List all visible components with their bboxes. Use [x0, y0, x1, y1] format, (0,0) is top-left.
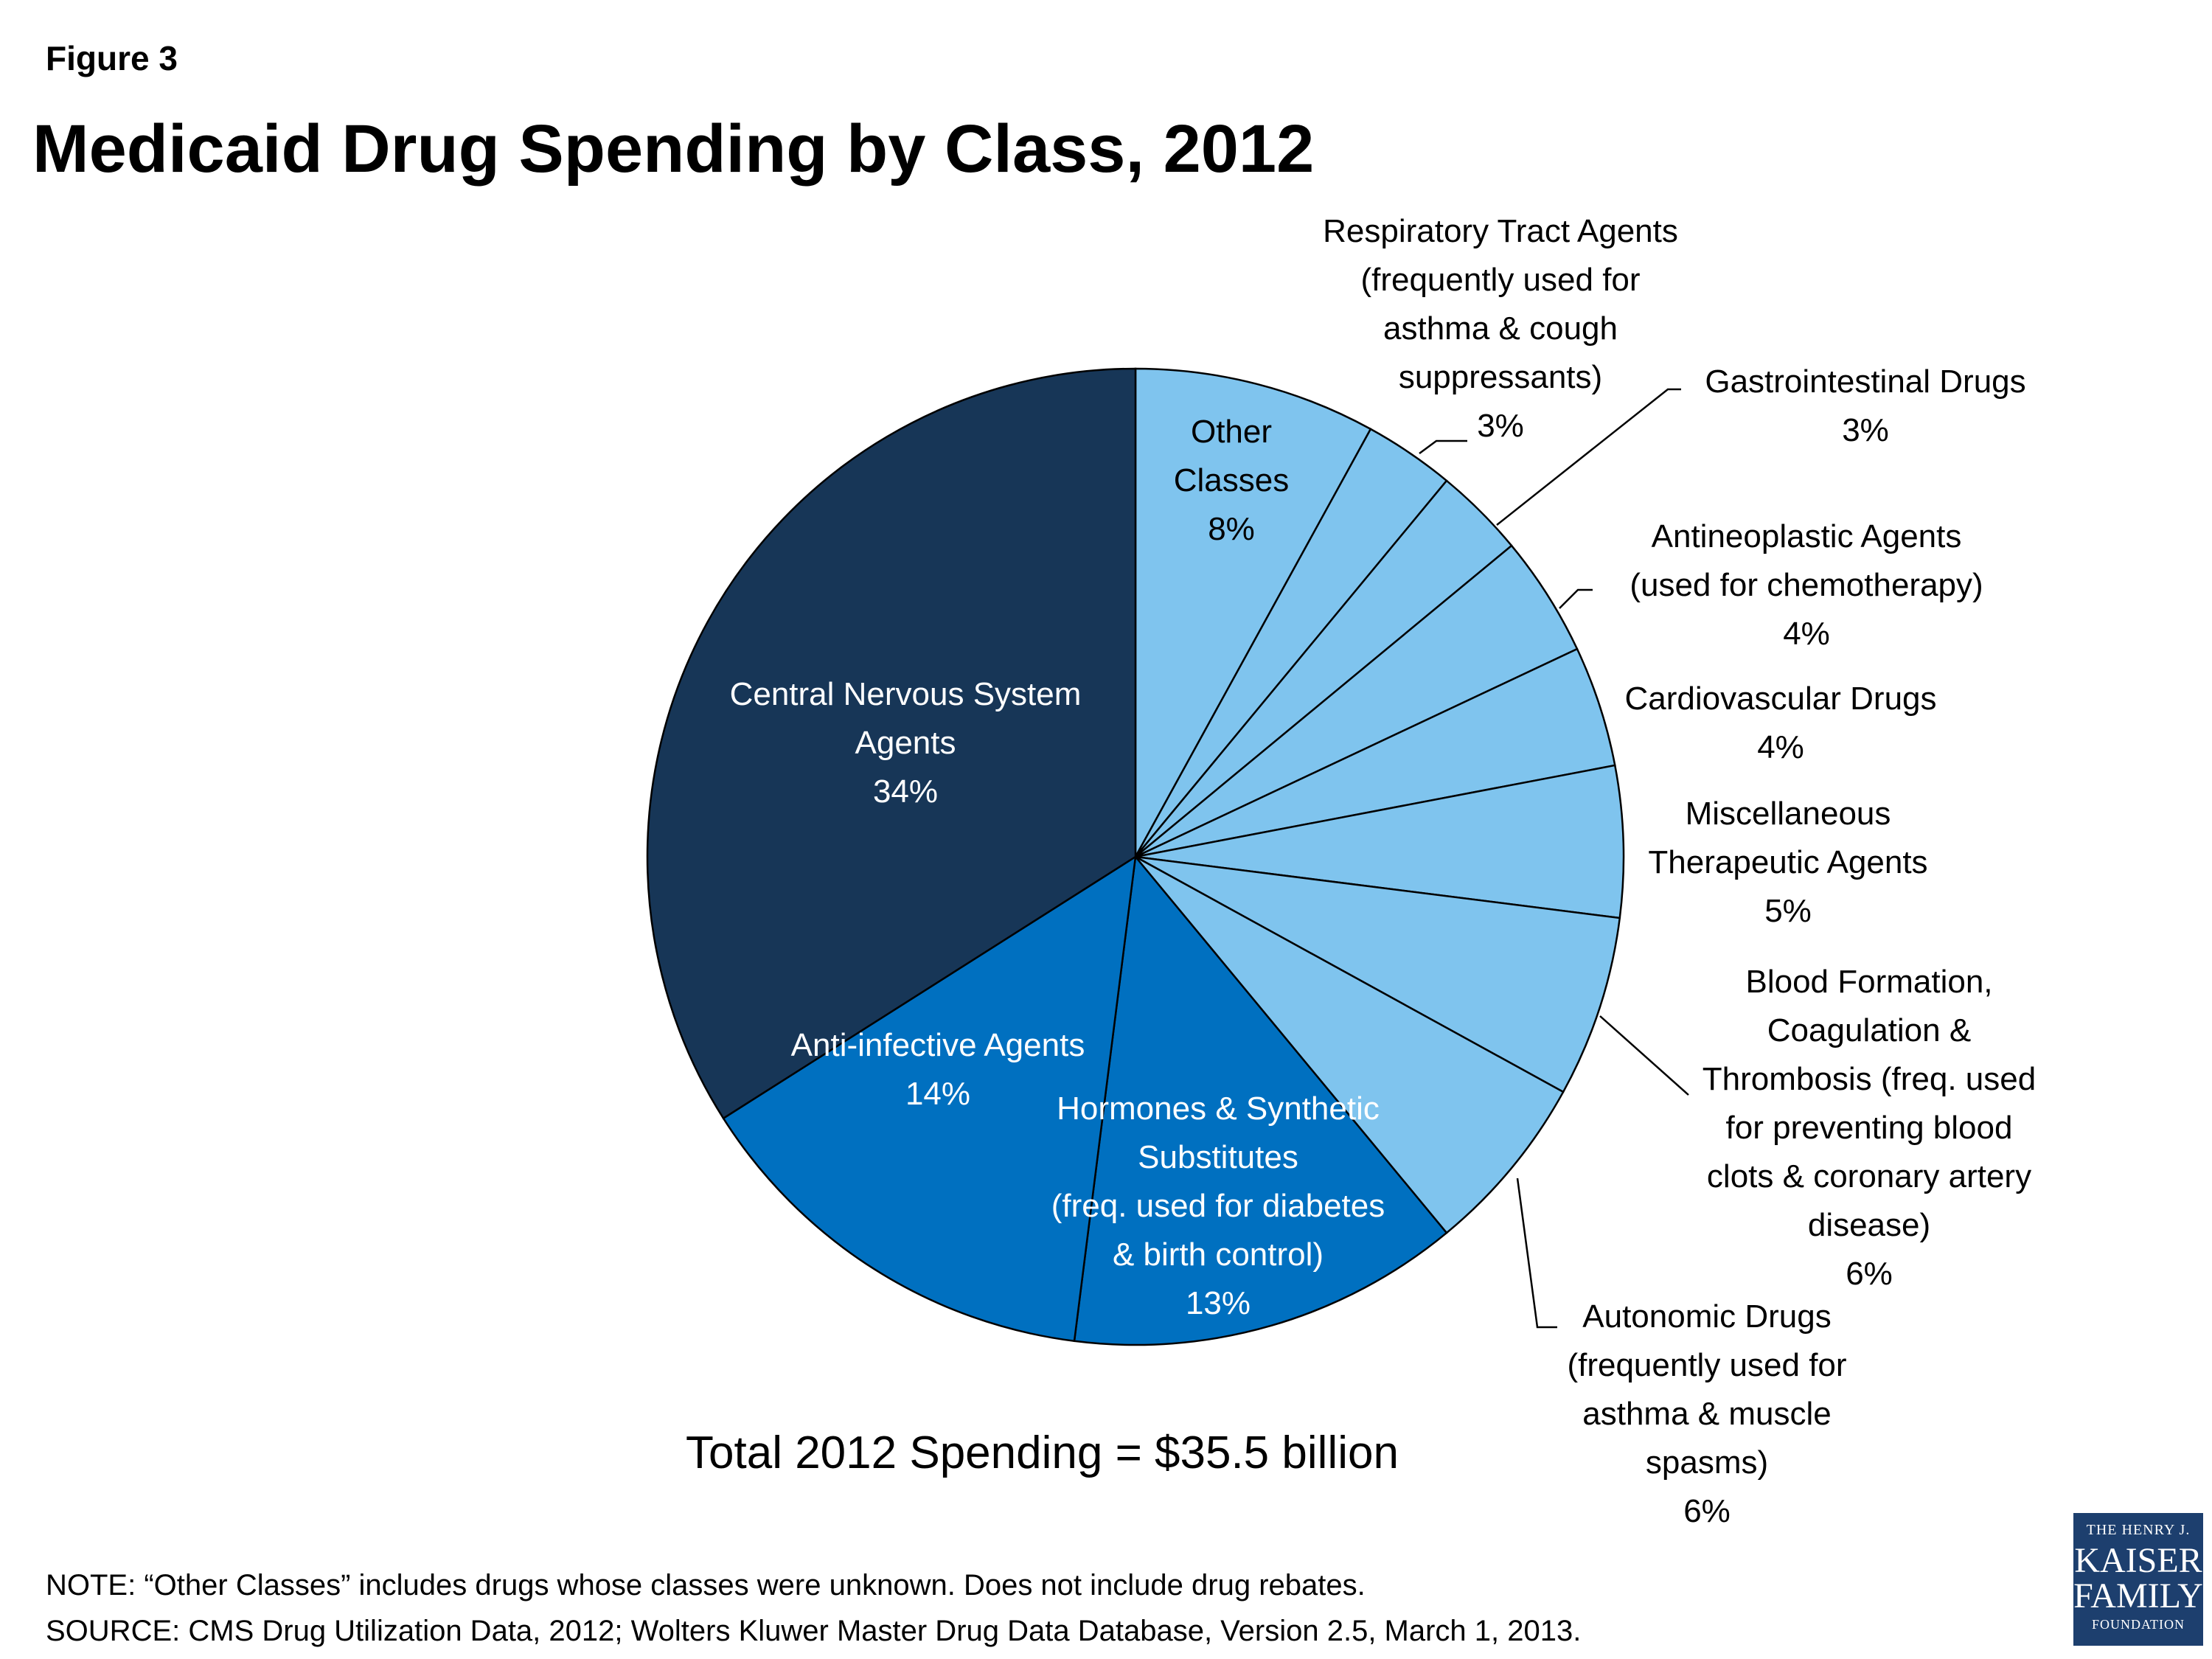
slice-label-line: 3%	[1477, 408, 1524, 444]
slice-label-line: 14%	[905, 1076, 970, 1112]
slice-label-line: for preventing blood	[1726, 1110, 2013, 1146]
leader-lines	[1419, 388, 1689, 1329]
slice-label: Other Classes 8%	[1174, 414, 1290, 547]
leader-line	[1559, 588, 1593, 609]
logo-line-1: THE HENRY J.	[2086, 1522, 2191, 1538]
kff-logo: THE HENRY J. KAISER FAMILY FOUNDATION	[2073, 1513, 2203, 1646]
slice-label-line: 6%	[1683, 1493, 1731, 1529]
leader-line	[1496, 388, 1681, 526]
logo-line-2: KAISER	[2074, 1541, 2202, 1580]
slice-label-line: Anti-infective Agents	[791, 1027, 1085, 1063]
slice-label-line: Agents	[855, 725, 956, 761]
note-text: NOTE: “Other Classes” includes drugs who…	[46, 1569, 1366, 1601]
slice-label-line: Thrombosis (freq. used	[1703, 1061, 2036, 1097]
slice-label-line: Central Nervous System	[730, 676, 1082, 712]
slice-label-line: clots & coronary artery	[1707, 1158, 2031, 1194]
slice-label-line: 5%	[1764, 893, 1812, 929]
logo-line-4: FOUNDATION	[2092, 1617, 2185, 1632]
figure-label: Figure 3	[46, 39, 178, 77]
slice-label-line: (frequently used for	[1360, 262, 1640, 298]
slice-label: Antineoplastic Agents (used for chemother…	[1630, 518, 1983, 652]
slice-label: Hormones & Synthetic Substitutes (freq. us…	[1051, 1091, 1385, 1321]
source-text: SOURCE: CMS Drug Utilization Data, 2012;…	[46, 1615, 1582, 1647]
slice-label-line: Blood Formation,	[1745, 964, 1992, 1000]
pie-slice	[1073, 854, 1448, 1346]
pie-slice	[1135, 855, 1565, 1234]
leader-line	[1419, 439, 1467, 455]
pie-slice	[646, 367, 1137, 1120]
slice-label-line: 3%	[1842, 412, 1889, 448]
slice-label: Miscellaneous Therapeutic Agents 5%	[1648, 796, 1927, 929]
slice-labels: Other Classes 8% Respiratory Tract Agents (f…	[730, 213, 2037, 1529]
leader-line	[1599, 1015, 1689, 1096]
slice-label-line: Therapeutic Agents	[1648, 844, 1927, 880]
leader-line	[1516, 1178, 1557, 1329]
slice-label-line: asthma & cough	[1383, 310, 1618, 347]
slice-label-line: 4%	[1757, 729, 1804, 765]
slice-label-line: Other	[1191, 414, 1272, 450]
slice-label-line: Respiratory Tract Agents	[1323, 213, 1678, 249]
slice-label-line: & birth control)	[1113, 1237, 1324, 1273]
slice-label: Anti-infective Agents 14%	[791, 1027, 1085, 1112]
pie-slice	[1134, 367, 1372, 858]
slice-label-line: asthma & muscle	[1582, 1396, 1831, 1432]
slice-label-line: Hormones & Synthetic	[1057, 1091, 1380, 1127]
slice-label: Cardiovascular Drugs 4%	[1624, 681, 1936, 765]
slice-label-line: 34%	[873, 773, 938, 810]
slice-label-line: (used for chemotherapy)	[1630, 567, 1983, 603]
pie-slices	[646, 367, 1625, 1346]
slice-label-line: spasms)	[1646, 1444, 1768, 1481]
pie-slice	[1135, 764, 1625, 919]
slice-label-line: suppressants)	[1399, 359, 1602, 395]
slice-label: Blood Formation, Coagulation & Thrombosis …	[1703, 964, 2036, 1292]
slice-label-line: (frequently used for	[1567, 1347, 1846, 1383]
slice-label-line: Autonomic Drugs	[1582, 1298, 1831, 1335]
slice-label-line: 13%	[1186, 1285, 1251, 1321]
slice-label: Gastrointestinal Drugs 3%	[1705, 364, 2025, 448]
slice-label-line: 6%	[1846, 1256, 1893, 1292]
slice-label: Respiratory Tract Agents (frequently used…	[1323, 213, 1678, 444]
slice-label-line: Classes	[1174, 462, 1290, 498]
slice-label-line: Substitutes	[1138, 1139, 1298, 1175]
slice-label-line: Coagulation &	[1767, 1012, 1971, 1048]
chart-title: Medicaid Drug Spending by Class, 2012	[32, 111, 1315, 187]
slice-label-line: Antineoplastic Agents	[1652, 518, 1962, 554]
slice-label: Autonomic Drugs (frequently used for asthm…	[1567, 1298, 1846, 1529]
slice-label-line: (freq. used for diabetes	[1051, 1188, 1385, 1224]
slice-label: Central Nervous System Agents 34%	[730, 676, 1082, 810]
slice-label-line: 8%	[1208, 511, 1255, 547]
slice-label-line: Gastrointestinal Drugs	[1705, 364, 2025, 400]
slice-label-line: 4%	[1783, 616, 1830, 652]
total-spending: Total 2012 Spending = $35.5 billion	[686, 1427, 1399, 1478]
pie-slice	[1135, 855, 1621, 1093]
slice-label-line: disease)	[1808, 1207, 1930, 1243]
logo-line-3: FAMILY	[2073, 1576, 2203, 1615]
slice-label-line: Cardiovascular Drugs	[1624, 681, 1936, 717]
slice-label-line: Miscellaneous	[1686, 796, 1891, 832]
pie-slice	[722, 855, 1137, 1343]
